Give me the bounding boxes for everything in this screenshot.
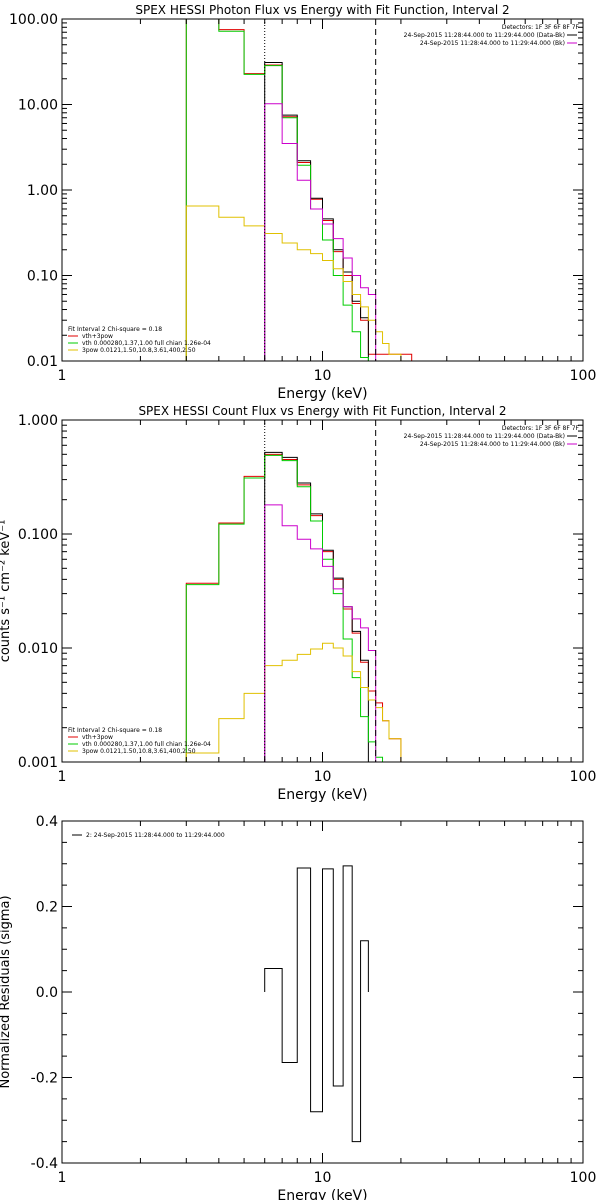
- y-tick-label: -0.4: [31, 1156, 58, 1172]
- series-tpow-line: [185, 205, 402, 361]
- legend-left-entry: 3pow 0.0121,1.50,10.8,3.61,400,2.50: [82, 748, 196, 755]
- legend-right-entry: 24-Sep-2015 11:28:44.000 to 11:29:44.000…: [404, 433, 565, 440]
- legend-left-entry: vth+3pow: [82, 734, 113, 741]
- plot-frame: [61, 18, 584, 362]
- chart-title: SPEX HESSI Photon Flux vs Energy with Fi…: [135, 3, 509, 17]
- y-tick-label: 0.010: [18, 641, 58, 657]
- y-tick-label: 0.01: [27, 354, 58, 370]
- x-axis-label: Energy (keV): [277, 1188, 367, 1200]
- x-tick-label: 10: [314, 769, 332, 785]
- y-tick-label: 0.4: [36, 814, 58, 830]
- y-tick-label: 0.2: [36, 900, 58, 916]
- y-tick-label: 0.001: [18, 755, 58, 771]
- x-tick-label: 1: [58, 769, 67, 785]
- plot-frame: [61, 419, 584, 763]
- legend-left-entry: vth 0.000280,1.37,1.00 full chian 1.26e-…: [82, 741, 211, 748]
- legend-detectors: Detectors: 1F 3F 6F 8F 7F: [502, 24, 580, 31]
- legend-left-entry: 3pow 0.0121,1.50,10.8,3.61,400,2.50: [82, 347, 196, 354]
- y-axis-label: Normalized Residuals (sigma): [0, 895, 13, 1088]
- series-total-line: [185, 19, 413, 361]
- x-axis-label: Energy (keV): [277, 386, 367, 402]
- series-tpow-line: [185, 642, 413, 762]
- y-tick-label: 10.00: [18, 98, 58, 114]
- x-tick-label: 10: [314, 1170, 332, 1186]
- legend-detectors: Detectors: 1F 3F 6F 8F 7F: [502, 425, 580, 432]
- y-tick-label: 1.000: [18, 413, 58, 429]
- chart-photon: SPEX HESSI Photon Flux vs Energy with Fi…: [9, 3, 597, 402]
- x-axis-label: Energy (keV): [277, 787, 367, 803]
- legend-fit-interval: Fit Interval 2 Chi-square = 0.18: [68, 326, 162, 333]
- series-data-line: [264, 61, 369, 361]
- chart-title: SPEX HESSI Count Flux vs Energy with Fit…: [138, 404, 506, 418]
- y-tick-label: 0.0: [36, 985, 58, 1001]
- plot-area: [185, 19, 413, 361]
- x-tick-label: 1: [58, 1170, 67, 1186]
- series-bk-line: [264, 504, 377, 762]
- y-axis-label: counts s⁻¹ cm⁻² keV⁻¹: [0, 520, 13, 663]
- x-tick-label: 100: [570, 769, 597, 785]
- y-tick-label: 100.00: [9, 12, 58, 28]
- y-tick-label: 0.100: [18, 527, 58, 543]
- y-tick-label: -0.2: [31, 1071, 58, 1087]
- series-vth-line: [185, 19, 369, 361]
- legend-left-entry: vth 0.000280,1.37,1.00 full chian 1.26e-…: [82, 340, 211, 347]
- legend-residual: 2: 24-Sep-2015 11:28:44.000 to 11:29:44.…: [86, 832, 225, 839]
- legend-left-entry: vth+3pow: [82, 333, 113, 340]
- series-vth-line: [185, 454, 413, 762]
- chart-resid: 1 10 100 Energy (keV) 0.4 0.2 0.0 -0.2 -0.4 Norma…: [0, 814, 596, 1200]
- legend-right-entry: 24-Sep-2015 11:28:44.000 to 11:29:44.000…: [404, 32, 565, 39]
- plot-area: [264, 865, 369, 1143]
- x-tick-label: 100: [570, 1170, 597, 1186]
- series-data-line: [264, 865, 369, 1143]
- series-total-line: [185, 453, 413, 762]
- series-data-line: [264, 451, 369, 762]
- y-tick-label: 1.00: [27, 183, 58, 199]
- series-bk-line: [264, 103, 377, 361]
- x-tick-label: 100: [570, 368, 597, 384]
- chart-count: SPEX HESSI Count Flux vs Energy with Fit…: [0, 404, 596, 803]
- plot-area: [185, 451, 413, 762]
- legend-fit-interval: Fit Interval 2 Chi-square = 0.18: [68, 727, 162, 734]
- legend-right-entry: 24-Sep-2015 11:28:44.000 to 11:29:44.000…: [420, 40, 565, 47]
- legend-right-entry: 24-Sep-2015 11:28:44.000 to 11:29:44.000…: [420, 441, 565, 448]
- x-tick-label: 1: [58, 368, 67, 384]
- y-tick-label: 0.10: [27, 269, 58, 285]
- x-tick-label: 10: [314, 368, 332, 384]
